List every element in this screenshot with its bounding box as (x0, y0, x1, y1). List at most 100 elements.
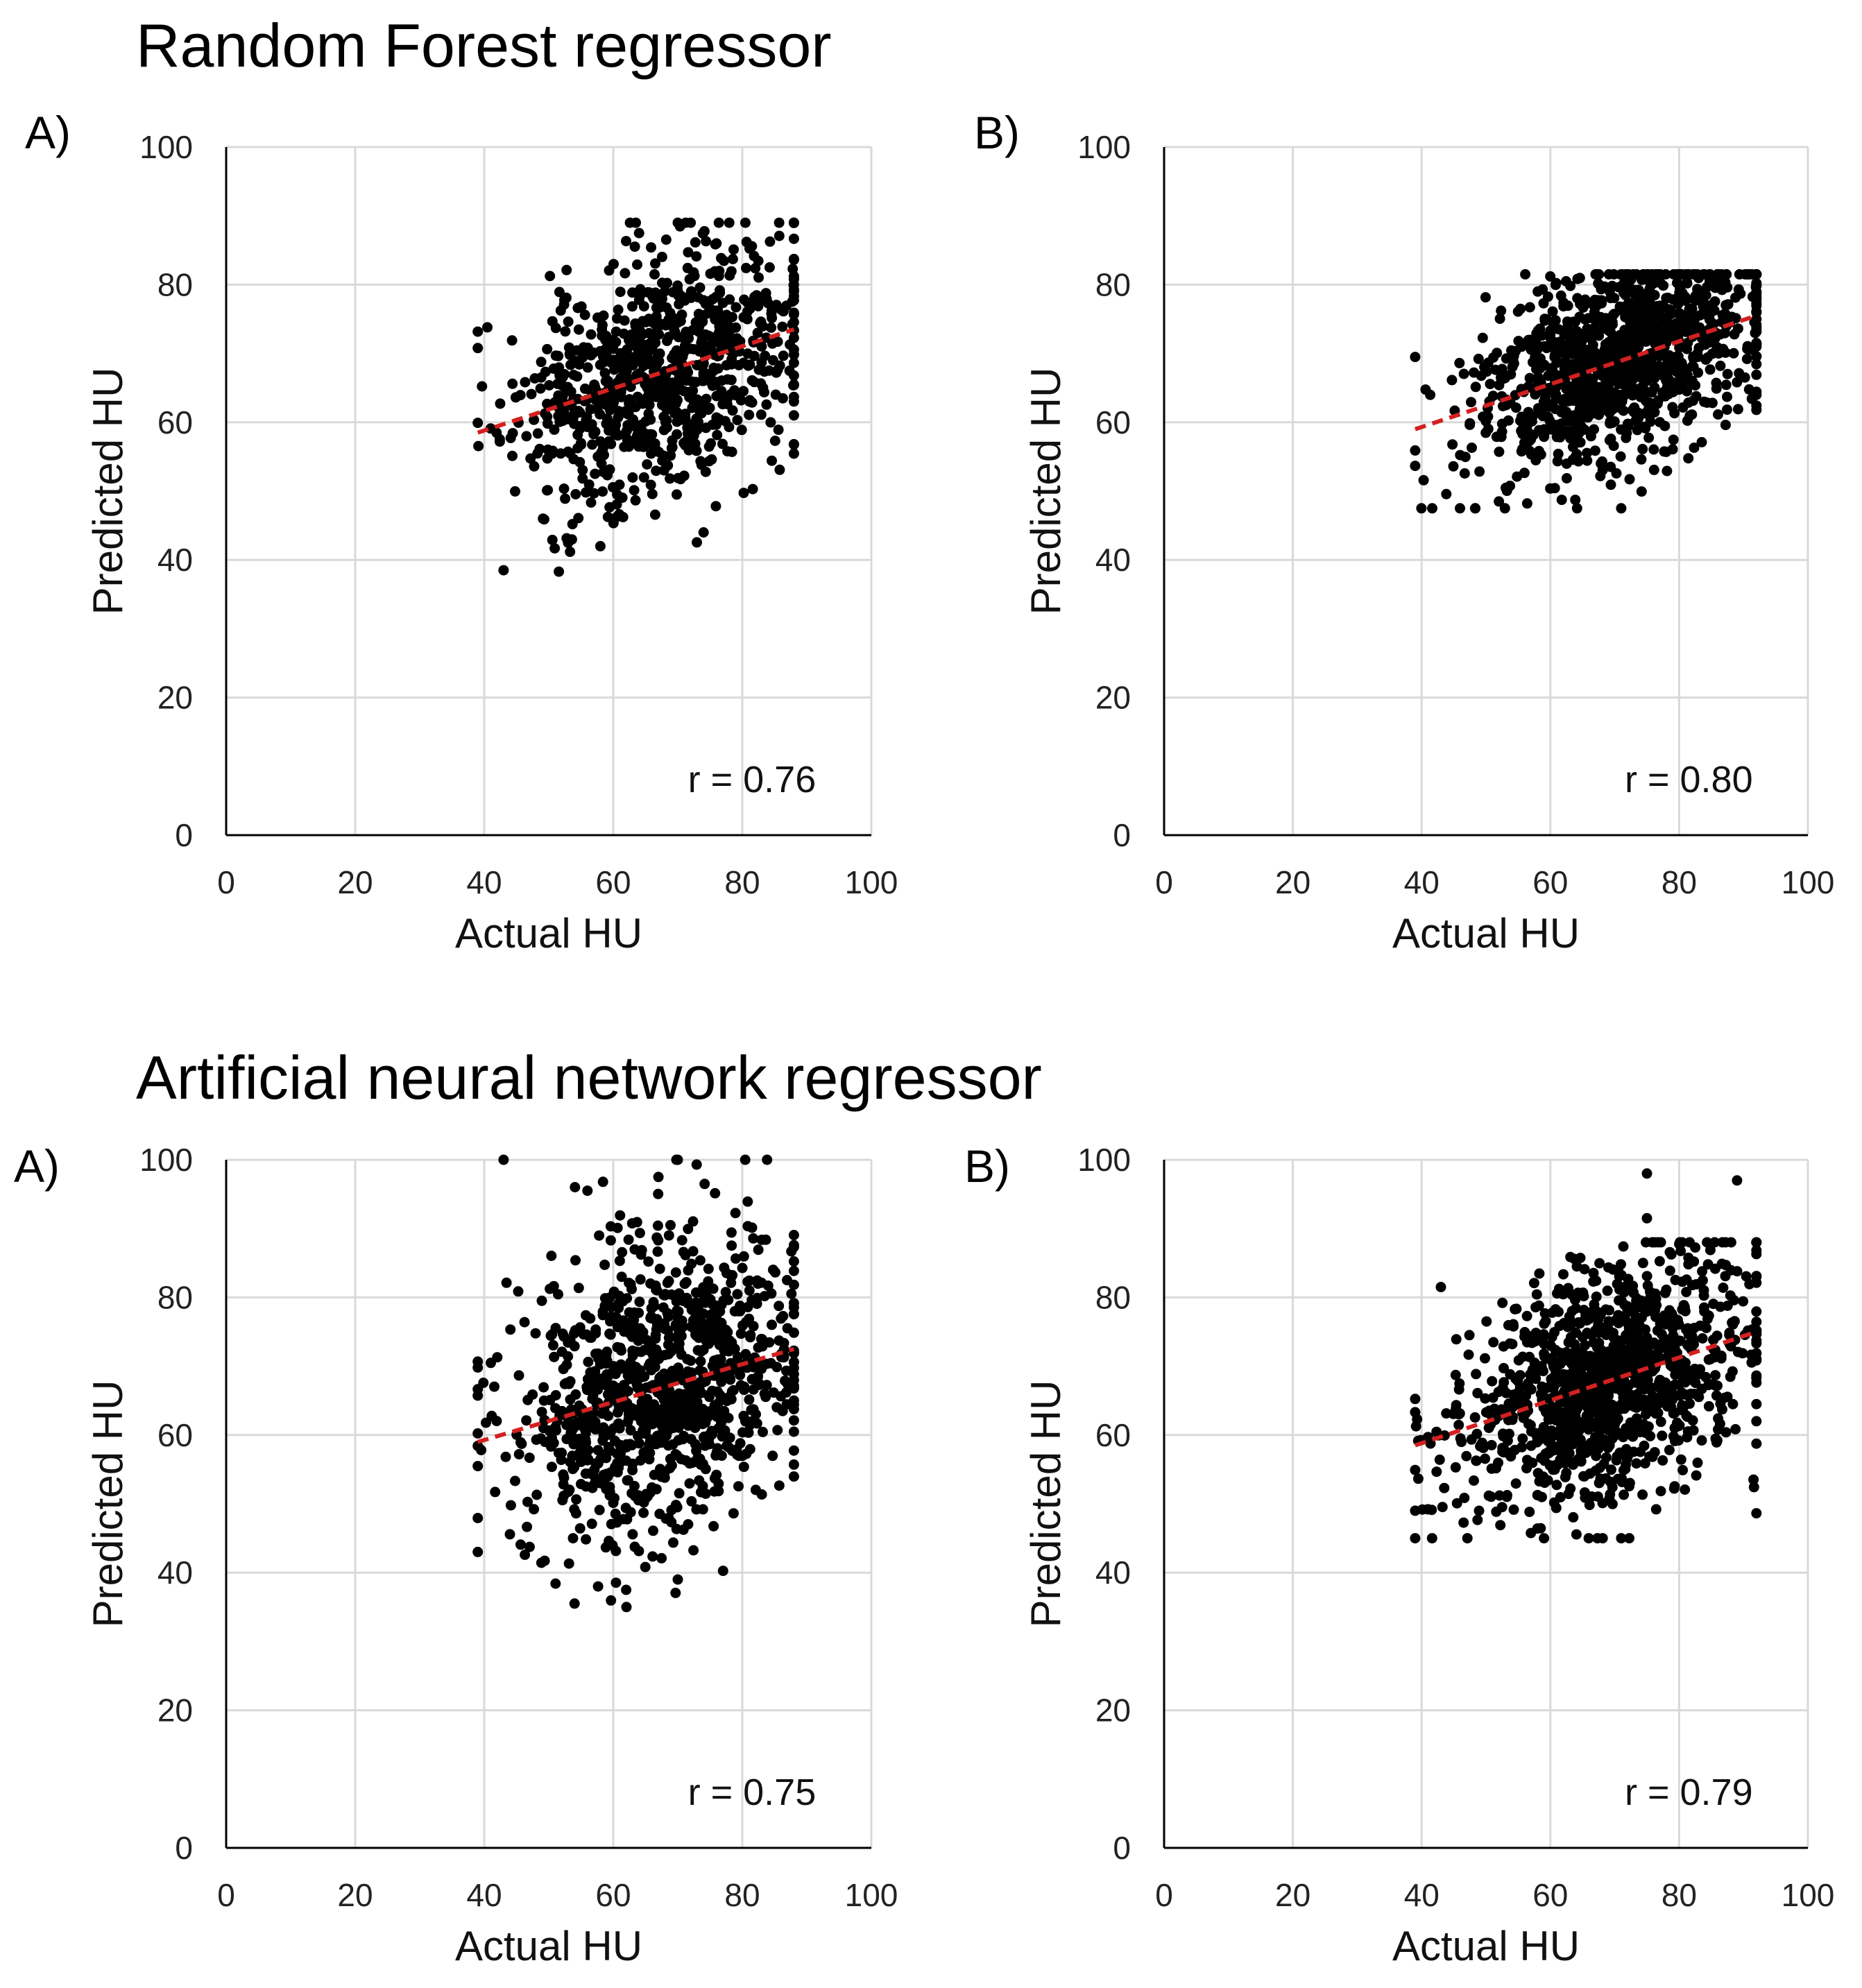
data-point (652, 1246, 663, 1257)
data-point (617, 1246, 628, 1258)
data-point (563, 1351, 574, 1362)
data-point (1503, 415, 1514, 426)
data-point (1597, 1533, 1608, 1544)
data-point (723, 1294, 734, 1305)
data-point (1487, 1376, 1498, 1387)
data-point (687, 1246, 699, 1257)
data-point (612, 430, 623, 441)
data-point (1641, 360, 1652, 371)
data-point (515, 1539, 526, 1550)
data-point (1410, 1407, 1421, 1418)
y-tick-label: 100 (139, 129, 193, 165)
data-point (597, 1310, 608, 1321)
data-point (1677, 287, 1688, 298)
data-point (1472, 1514, 1483, 1525)
data-point (1751, 1508, 1762, 1519)
data-point (1709, 296, 1720, 307)
data-point (1751, 277, 1762, 289)
data-point (524, 1453, 535, 1464)
data-point (691, 251, 702, 262)
data-point (1677, 1400, 1688, 1411)
data-point (1687, 1415, 1698, 1426)
x-axis-title: Actual HU (1392, 1923, 1580, 1969)
data-point (1572, 1454, 1583, 1465)
data-point (595, 436, 606, 447)
data-point (774, 230, 785, 241)
data-point (510, 486, 520, 497)
data-point (1619, 1391, 1630, 1403)
data-point (618, 1514, 629, 1525)
data-point (549, 1351, 560, 1362)
data-point (1668, 1431, 1679, 1442)
data-point (606, 1311, 617, 1322)
data-point (703, 1276, 714, 1287)
data-point (563, 316, 574, 327)
data-point (727, 341, 737, 352)
data-point (1561, 407, 1572, 418)
data-point (626, 1316, 638, 1326)
data-point (690, 237, 701, 248)
data-point (1702, 282, 1713, 293)
data-point (1582, 447, 1592, 459)
data-point (1569, 1339, 1580, 1350)
data-point (755, 409, 767, 420)
data-point (629, 1331, 640, 1342)
data-point (1635, 372, 1646, 383)
x-tick-label: 80 (1662, 864, 1697, 900)
data-point (1734, 368, 1745, 379)
data-point (774, 217, 785, 228)
data-point (1677, 1464, 1689, 1475)
data-point (1539, 1339, 1550, 1349)
chart-ann-a: 0 20 40 60 80 100 0 20 40 60 80 100 Actual HU Predict… (85, 1142, 898, 1969)
data-point (571, 1494, 582, 1505)
data-point (1722, 404, 1732, 415)
data-point (1603, 1348, 1614, 1359)
data-point (1589, 424, 1600, 435)
data-point (1584, 1493, 1594, 1504)
data-point (1662, 465, 1673, 477)
data-point (771, 1402, 783, 1413)
data-point (608, 1423, 619, 1434)
data-point (1561, 1347, 1572, 1357)
data-point (694, 1475, 705, 1486)
data-point (1551, 1502, 1562, 1514)
x-tick-label: 100 (845, 1877, 898, 1913)
data-point (581, 1310, 591, 1321)
section-title-neural-network: Artificial neural network regressor (136, 1043, 1042, 1112)
data-point (504, 1529, 515, 1540)
data-point (567, 1464, 579, 1475)
data-point (1574, 1318, 1585, 1329)
data-point (1505, 369, 1517, 380)
data-point (595, 359, 606, 370)
data-point (767, 455, 777, 466)
data-point (1532, 344, 1543, 355)
data-point (1632, 1338, 1643, 1349)
data-point (652, 1220, 663, 1231)
data-point (688, 1545, 699, 1556)
data-point (699, 1179, 710, 1190)
data-point (1667, 444, 1678, 455)
data-point (712, 1328, 724, 1339)
x-tick-label: 80 (724, 864, 760, 900)
trend-line (1414, 1330, 1757, 1448)
data-point (472, 1513, 484, 1523)
data-point (702, 1412, 712, 1423)
data-point (750, 1484, 761, 1496)
data-point (1700, 309, 1711, 320)
data-point (513, 1286, 524, 1297)
data-point (1615, 451, 1626, 462)
data-point (1494, 314, 1505, 324)
data-point (641, 1419, 652, 1430)
data-point (633, 330, 644, 341)
data-point (1689, 443, 1700, 453)
data-point (1410, 352, 1421, 363)
data-point (574, 456, 586, 468)
data-point (1431, 1426, 1442, 1437)
data-point (1477, 1437, 1487, 1448)
data-point (579, 309, 590, 320)
data-point (1564, 1316, 1575, 1327)
data-point (1641, 1168, 1652, 1179)
data-point (735, 1301, 745, 1311)
data-point (553, 1448, 564, 1459)
data-point (690, 1287, 701, 1298)
